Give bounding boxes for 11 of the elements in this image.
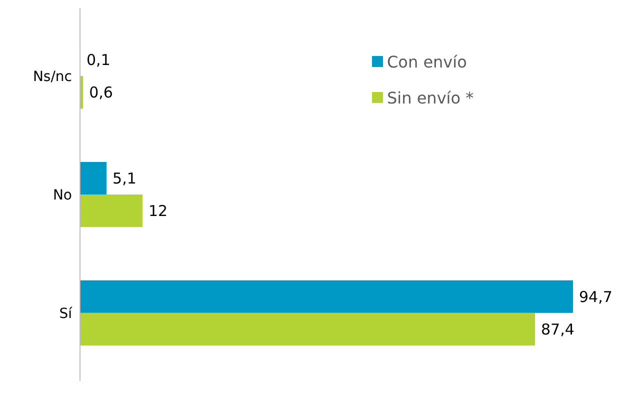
data-label: 87,4 xyxy=(540,320,574,338)
legend-label: Sin envío * xyxy=(387,88,474,108)
data-label: 0,6 xyxy=(89,84,113,102)
data-label: 94,7 xyxy=(579,288,612,306)
data-label: 5,1 xyxy=(112,169,136,188)
y-tick-label: Ns/nc xyxy=(32,68,72,85)
data-label: 0,1 xyxy=(86,51,110,70)
data-label: 12 xyxy=(148,202,168,220)
y-tick-label: Sí xyxy=(59,306,74,322)
y-tick-label: No xyxy=(52,187,72,204)
legend-label: Con envío xyxy=(387,52,467,72)
